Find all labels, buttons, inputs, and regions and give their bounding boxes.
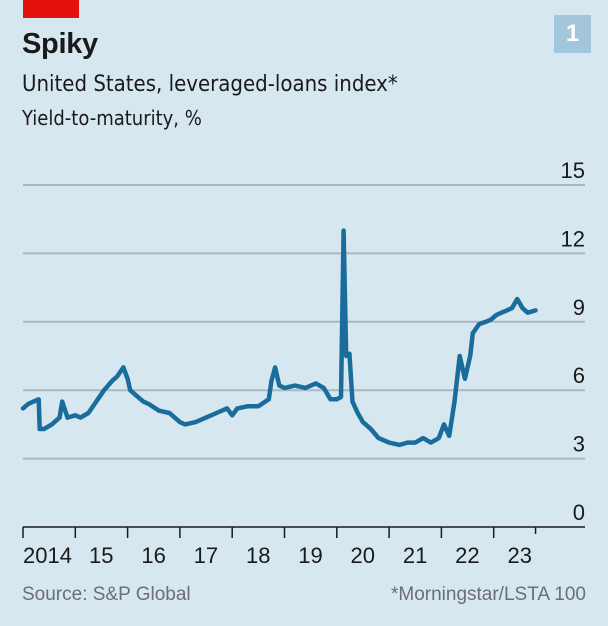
y-tick-label: 9 bbox=[573, 295, 585, 320]
x-tick-label: 20 bbox=[351, 543, 375, 568]
source-note: Source: S&P Global bbox=[22, 584, 191, 605]
x-tick-label: 18 bbox=[246, 543, 270, 568]
x-tick-label: 23 bbox=[507, 543, 531, 568]
y-axis-labels: 0 3 6 9 12 15 bbox=[561, 158, 585, 525]
y-tick-label: 15 bbox=[561, 158, 585, 183]
x-tick-label: 2014 bbox=[23, 543, 72, 568]
brand-accent-bar bbox=[23, 0, 79, 18]
x-axis: 2014 15 16 17 18 19 20 21 22 23 bbox=[22, 526, 585, 568]
chart-unit-label: Yield-to-maturity, % bbox=[22, 106, 202, 130]
chart-title: Spiky bbox=[22, 28, 98, 60]
x-tick-label: 19 bbox=[298, 543, 322, 568]
series-group bbox=[20, 228, 538, 448]
y-tick-label: 0 bbox=[573, 500, 585, 525]
y-tick-label: 3 bbox=[573, 432, 585, 457]
series-line bbox=[20, 228, 538, 448]
y-tick-label: 12 bbox=[561, 226, 585, 251]
x-tick-label: 21 bbox=[403, 543, 427, 568]
chart-subtitle: United States, leveraged-loans index* bbox=[22, 72, 398, 97]
footnote: *Morningstar/LSTA 100 bbox=[390, 584, 586, 605]
x-tick-label: 22 bbox=[455, 543, 479, 568]
x-tick-label: 16 bbox=[141, 543, 165, 568]
gridlines bbox=[23, 184, 585, 460]
y-tick-label: 6 bbox=[573, 363, 585, 388]
x-tick-label: 15 bbox=[89, 543, 113, 568]
x-tick-label: 17 bbox=[194, 543, 218, 568]
chart-number-badge: 1 bbox=[554, 15, 591, 53]
